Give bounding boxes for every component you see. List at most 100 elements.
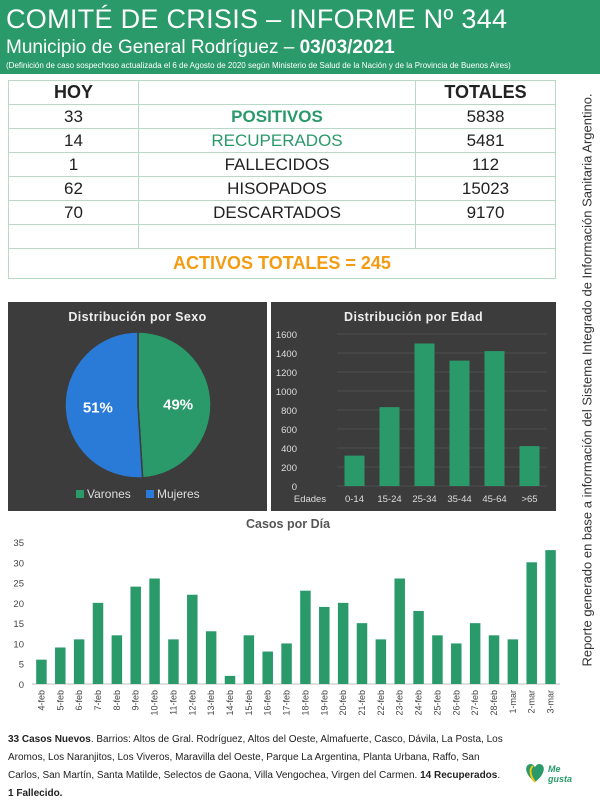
empty-cell — [138, 224, 416, 249]
report-date: 03/03/2021 — [299, 37, 395, 58]
age-panel: Distribución por Edad 0 200 400 600 800 1000 1… — [271, 302, 556, 511]
daily-bar-5-feb — [55, 647, 66, 684]
x-tick-label: 1-mar — [508, 690, 518, 714]
x-tick-label: 3-mar — [546, 690, 556, 714]
daily-bar-10-feb — [149, 578, 160, 684]
pie-value-label: 49% — [163, 397, 193, 414]
row-hoy: 33 — [8, 104, 139, 129]
daily-bar-1-mar — [507, 639, 519, 684]
x-tick-label: 2-mar — [527, 690, 537, 714]
table-row: 14 RECUPERADOS 5481 — [8, 128, 556, 153]
daily-bar-12-feb — [187, 594, 198, 684]
daily-bar-6-feb — [73, 639, 85, 684]
y-tick-label: 1400 — [276, 349, 297, 360]
source-note-text: Reporte generado en base a información d… — [579, 93, 595, 667]
row-label: FALLECIDOS — [138, 152, 416, 177]
x-tick-label: 22-feb — [376, 690, 386, 716]
x-tick-label: 15-feb — [244, 690, 254, 716]
x-tick-label: 28-feb — [489, 690, 499, 716]
x-tick-label: 19-feb — [319, 690, 329, 716]
x-tick-label: 25-feb — [432, 690, 442, 716]
x-tick-label: 5-feb — [55, 690, 65, 711]
daily-bar-8-feb — [111, 635, 123, 684]
daily-bar-25-feb — [432, 635, 443, 684]
empty-cell — [8, 224, 139, 249]
municipality-line: Municipio de General Rodríguez – 03/03/2… — [6, 37, 395, 59]
x-tick-label: 27-feb — [470, 690, 480, 716]
report-header: COMITÉ DE CRISIS – INFORME Nº 344 Munici… — [0, 0, 600, 74]
daily-bar-21-feb — [356, 623, 368, 684]
row-total: 5481 — [415, 128, 556, 153]
age-bar-35-44 — [449, 360, 470, 486]
legend-swatch — [146, 490, 154, 498]
row-total: 112 — [415, 152, 556, 177]
x-tick-label: 20-feb — [338, 690, 348, 716]
daily-bar-3-mar — [545, 550, 556, 684]
row-label: POSITIVOS — [138, 104, 416, 129]
x-tick-label: 23-feb — [395, 690, 405, 716]
age-bar->65 — [519, 446, 540, 486]
x-tick-label: 17-feb — [282, 690, 292, 716]
daily-bar-14-feb — [224, 675, 236, 684]
daily-bar-9-feb — [130, 586, 141, 684]
y-tick-label: 25 — [13, 579, 24, 590]
x-tick-label: 9-feb — [131, 690, 141, 711]
daily-bar-24-feb — [413, 610, 424, 684]
new-cases: 33 Casos Nuevos — [8, 734, 91, 745]
daily-bar-7-feb — [92, 602, 104, 684]
x-tick-label: 15-24 — [377, 494, 401, 505]
row-label: DESCARTADOS — [138, 200, 416, 225]
x-tick-label: 6-feb — [74, 690, 84, 711]
y-tick-label: 5 — [19, 660, 24, 671]
x-tick-label: 18-feb — [300, 690, 310, 716]
x-tick-label: 0-14 — [345, 494, 364, 505]
row-label: HISOPADOS — [138, 176, 416, 201]
age-bar-chart: 0 200 400 600 800 1000 1200 1400 1600 0-14 15-24 25… — [276, 330, 547, 505]
age-bar-0-14 — [344, 455, 365, 486]
row-total: 15023 — [415, 176, 556, 201]
daily-bar-15-feb — [243, 635, 255, 684]
barrios-list: . Barrios: Altos de Gral. Rodríguez, Alt… — [8, 734, 503, 781]
daily-bar-4-feb — [36, 659, 47, 684]
col-totales: TOTALES — [415, 80, 556, 105]
row-hoy: 70 — [8, 200, 139, 225]
stats-table: HOY TOTALES 33 POSITIVOS 5838 14 RECUPER… — [8, 80, 556, 279]
y-tick-label: 10 — [13, 639, 24, 650]
x-tick-label: 26-feb — [451, 690, 461, 716]
x-tick-label: 8-feb — [112, 690, 122, 711]
heart-leaf-icon — [526, 764, 544, 783]
x-tick-label: 24-feb — [414, 690, 424, 716]
col-hoy: HOY — [8, 80, 139, 105]
table-empty-row — [8, 224, 556, 249]
age-bar-45-64 — [484, 351, 505, 486]
source-note: Reporte generado en base a información d… — [578, 80, 596, 680]
report-title: COMITÉ DE CRISIS – INFORME Nº 344 — [6, 4, 508, 34]
y-tick-label: 400 — [281, 444, 297, 455]
footer-text: 33 Casos Nuevos. Barrios: Altos de Gral.… — [8, 731, 508, 803]
x-tick-label: 16-feb — [263, 690, 273, 716]
legend-label: Varones — [87, 487, 131, 501]
legend-label: Mujeres — [157, 487, 200, 501]
empty-cell — [415, 224, 556, 249]
x-tick-label: >65 — [521, 494, 537, 505]
x-tick-label: 11-feb — [168, 690, 178, 715]
daily-bar-27-feb — [469, 623, 481, 684]
x-tick-label: 13-feb — [206, 690, 216, 716]
separator: . — [497, 770, 501, 781]
municipality-name: Municipio de General Rodríguez – — [6, 37, 300, 58]
row-hoy: 62 — [8, 176, 139, 201]
daily-bar-13-feb — [205, 631, 217, 684]
x-tick-label: 45-64 — [482, 494, 506, 505]
deceased-count: 1 Fallecido. — [8, 788, 63, 799]
activos-row: ACTIVOS TOTALES = 245 — [8, 248, 556, 279]
y-tick-label: 200 — [281, 463, 297, 474]
table-row: 62 HISOPADOS 15023 — [8, 176, 556, 201]
table-row: 70 DESCARTADOS 9170 — [8, 200, 556, 225]
daily-bar-19-feb — [319, 606, 330, 684]
daily-bar-26-feb — [451, 643, 462, 684]
y-tick-label: 30 — [13, 558, 24, 569]
y-tick-label: 1600 — [276, 330, 297, 341]
activos-totales: ACTIVOS TOTALES = 245 — [8, 248, 556, 279]
sex-pie-chart: 49% 51% Varones Mujeres — [64, 331, 212, 501]
recovered-count: 14 Recuperados — [420, 770, 498, 781]
